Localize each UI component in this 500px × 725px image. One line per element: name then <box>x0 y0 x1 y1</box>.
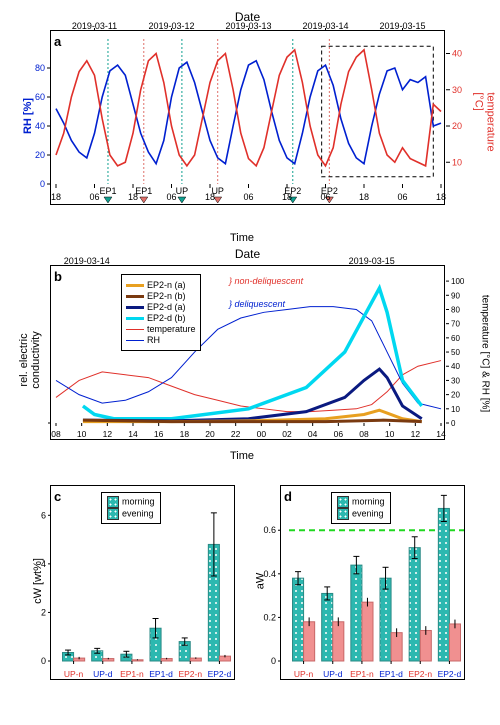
svg-text:18: 18 <box>51 192 61 202</box>
svg-text:0: 0 <box>451 419 456 428</box>
svg-text:14: 14 <box>128 429 138 439</box>
svg-text:18: 18 <box>205 192 215 202</box>
svg-text:20: 20 <box>205 429 215 439</box>
panel-d-legend: morning evening <box>331 492 391 524</box>
panel-a-yright: temperature [°C] <box>473 92 497 151</box>
svg-text:20: 20 <box>452 121 462 131</box>
svg-text:20: 20 <box>451 391 460 400</box>
svg-text:18: 18 <box>359 192 369 202</box>
svg-text:40: 40 <box>452 49 462 59</box>
brace-deliq: } deliquescent <box>229 299 285 309</box>
panel-a-chart: EP1EP1UPUPEP2EP2020406080102030402019-03… <box>51 31 446 206</box>
svg-text:06: 06 <box>243 192 253 202</box>
panel-d: d 00.20.40.6UP-nUP-dEP1-nEP1-dEP2-nEP2-d… <box>280 485 465 680</box>
svg-text:18: 18 <box>180 429 190 439</box>
svg-text:60: 60 <box>451 334 460 343</box>
svg-text:2019-03-15: 2019-03-15 <box>349 256 395 266</box>
svg-text:EP1-d: EP1-d <box>149 669 173 679</box>
svg-text:80: 80 <box>35 63 45 73</box>
svg-text:UP-n: UP-n <box>294 669 314 679</box>
svg-text:30: 30 <box>451 376 460 385</box>
svg-text:2: 2 <box>41 607 46 617</box>
svg-text:70: 70 <box>451 320 460 329</box>
brace-nondeliq: } non-deliquescent <box>229 276 303 286</box>
svg-text:12: 12 <box>103 429 113 439</box>
svg-text:02: 02 <box>282 429 292 439</box>
panel-b-yleft: rel. electric conductivity <box>18 310 42 410</box>
svg-text:0: 0 <box>271 656 276 666</box>
svg-text:18: 18 <box>128 192 138 202</box>
panel-b-legend: EP2-n (a)EP2-n (b)EP2-d (a)EP2-d (b)temp… <box>121 274 201 351</box>
svg-text:EP1: EP1 <box>99 186 116 196</box>
svg-text:06: 06 <box>397 192 407 202</box>
panel-a-xlabel: Time <box>230 232 254 244</box>
svg-text:10: 10 <box>385 429 395 439</box>
svg-text:10: 10 <box>451 405 460 414</box>
svg-text:0.6: 0.6 <box>263 525 276 535</box>
panel-d-ylabel: aW <box>254 573 266 590</box>
panel-a: a EP1EP1UPUPEP2EP2020406080102030402019-… <box>50 30 445 205</box>
svg-text:08: 08 <box>359 429 369 439</box>
svg-text:40: 40 <box>35 121 45 131</box>
svg-text:UP-d: UP-d <box>323 669 343 679</box>
svg-text:20: 20 <box>35 150 45 160</box>
svg-text:80: 80 <box>451 305 460 314</box>
svg-text:90: 90 <box>451 291 460 300</box>
panel-b-xlabel: Time <box>230 450 254 462</box>
svg-text:40: 40 <box>451 362 460 371</box>
svg-text:0: 0 <box>40 179 45 189</box>
panel-b-chart: 0102030405060708090100081012141618202200… <box>51 266 446 441</box>
panel-b-yright: temperature [°C] & RH [%] <box>480 289 491 419</box>
svg-text:EP1-n: EP1-n <box>350 669 374 679</box>
panel-c-legend: morning evening <box>101 492 161 524</box>
svg-text:18: 18 <box>282 192 292 202</box>
svg-text:10: 10 <box>77 429 87 439</box>
svg-text:EP2-d: EP2-d <box>438 669 462 679</box>
panel-b: b 01020304050607080901000810121416182022… <box>50 265 445 440</box>
svg-text:14: 14 <box>436 429 446 439</box>
svg-text:04: 04 <box>308 429 318 439</box>
svg-text:22: 22 <box>231 429 241 439</box>
svg-text:06: 06 <box>89 192 99 202</box>
svg-text:2019-03-14: 2019-03-14 <box>64 256 110 266</box>
svg-text:6: 6 <box>41 510 46 520</box>
svg-text:UP-n: UP-n <box>64 669 84 679</box>
panel-c-ylabel: cW [wt%] <box>32 558 44 604</box>
svg-text:EP2-d: EP2-d <box>208 669 232 679</box>
svg-text:UP: UP <box>176 186 189 196</box>
svg-text:EP1-n: EP1-n <box>120 669 144 679</box>
svg-text:0: 0 <box>41 656 46 666</box>
svg-text:30: 30 <box>452 85 462 95</box>
svg-text:EP2-n: EP2-n <box>408 669 432 679</box>
panel-c: c 0246UP-nUP-dEP1-nEP1-dEP2-nEP2-d morni… <box>50 485 235 680</box>
svg-text:12: 12 <box>411 429 421 439</box>
svg-text:50: 50 <box>451 348 460 357</box>
svg-text:06: 06 <box>166 192 176 202</box>
svg-text:08: 08 <box>51 429 61 439</box>
svg-text:06: 06 <box>334 429 344 439</box>
svg-text:10: 10 <box>452 157 462 167</box>
svg-text:UP-d: UP-d <box>93 669 113 679</box>
svg-text:60: 60 <box>35 92 45 102</box>
svg-text:18: 18 <box>436 192 446 202</box>
svg-text:EP1-d: EP1-d <box>379 669 403 679</box>
svg-text:00: 00 <box>257 429 267 439</box>
svg-text:100: 100 <box>451 277 465 286</box>
panel-a-yleft: RH [%] <box>22 98 34 134</box>
svg-text:0.2: 0.2 <box>263 612 276 622</box>
svg-text:16: 16 <box>154 429 164 439</box>
svg-text:EP2-n: EP2-n <box>178 669 202 679</box>
svg-text:06: 06 <box>320 192 330 202</box>
